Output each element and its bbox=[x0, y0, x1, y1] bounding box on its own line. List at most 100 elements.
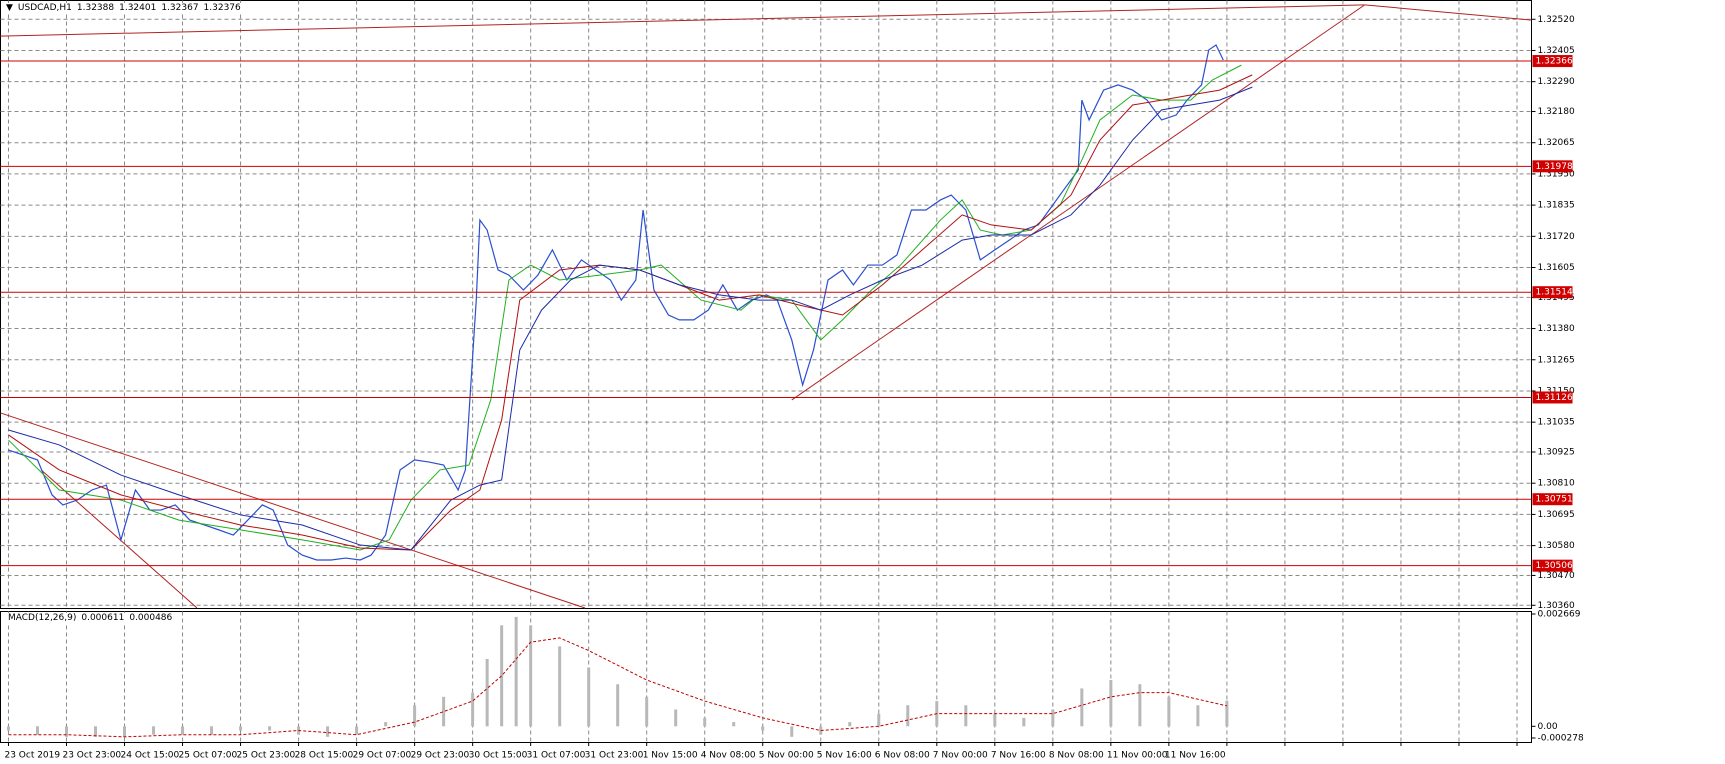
y-tick-label: 1.31265 bbox=[1538, 355, 1575, 365]
x-tick-label: 31 Oct 07:00 bbox=[527, 751, 586, 761]
macd-bar bbox=[1138, 684, 1142, 727]
level-label-box bbox=[1532, 493, 1573, 506]
macd-bar bbox=[123, 726, 127, 737]
x-tick-label: 11 Nov 00:00 bbox=[1107, 751, 1168, 761]
macd-bar bbox=[1080, 688, 1084, 727]
signal-line bbox=[8, 637, 1228, 738]
macd-bar bbox=[906, 705, 910, 727]
macd-bar bbox=[761, 726, 765, 731]
y-tick-label: 1.31835 bbox=[1538, 201, 1575, 211]
y-tick-label: 1.31950 bbox=[1538, 169, 1575, 179]
x-tick-label: 29 Oct 07:00 bbox=[353, 751, 412, 761]
macd-bar bbox=[94, 726, 98, 737]
level-label-box bbox=[1532, 55, 1573, 68]
x-tick-label: 5 Nov 00:00 bbox=[759, 751, 814, 761]
x-tick-label: 23 Oct 2019 bbox=[4, 751, 60, 761]
macd-bar bbox=[181, 726, 185, 735]
macd-bar bbox=[616, 684, 620, 727]
macd-bar bbox=[674, 709, 678, 727]
y-tick-label: 1.32180 bbox=[1538, 107, 1575, 117]
macd-bar bbox=[64, 726, 68, 737]
macd-bar bbox=[645, 696, 649, 727]
x-tick-label: 25 Oct 07:00 bbox=[179, 751, 238, 761]
macd-bar bbox=[964, 705, 968, 727]
indicator-value: 0.000611 bbox=[81, 613, 125, 623]
x-tick-label: 28 Oct 15:00 bbox=[295, 751, 354, 761]
macd-bar bbox=[1109, 680, 1113, 727]
trend-line bbox=[0, 4, 1365, 37]
macd-bar bbox=[500, 625, 504, 727]
y-tick-label: 0.002669 bbox=[1538, 610, 1581, 620]
x-tick-label: 7 Nov 16:00 bbox=[991, 751, 1046, 761]
macd-bar bbox=[1196, 705, 1200, 727]
trend-line bbox=[1364, 4, 1532, 21]
macd-bar bbox=[6, 726, 10, 731]
macd-bar bbox=[152, 726, 156, 735]
level-label: 1.31514 bbox=[1536, 288, 1573, 298]
macd-bar bbox=[239, 726, 243, 731]
level-label: 1.30751 bbox=[1536, 495, 1573, 505]
y-tick-label: 1.31605 bbox=[1538, 263, 1575, 273]
macd-bar bbox=[413, 705, 417, 727]
macd-bar bbox=[1167, 696, 1171, 727]
moving-average bbox=[8, 86, 1253, 551]
level-label-box bbox=[1532, 286, 1573, 299]
level-label-box bbox=[1532, 559, 1573, 572]
level-label-box bbox=[1532, 391, 1573, 404]
macd-bar bbox=[587, 667, 591, 727]
macd-bar bbox=[268, 726, 272, 731]
macd-bar bbox=[442, 696, 446, 727]
level-label: 1.31126 bbox=[1536, 393, 1573, 403]
symbol: USDCAD,H1 bbox=[17, 3, 72, 13]
y-tick-label: 1.30695 bbox=[1538, 510, 1575, 520]
main-header: ▼ USDCAD,H1 1.32388 1.32401 1.32367 1.32… bbox=[4, 3, 243, 13]
x-tick-label: 4 Nov 08:00 bbox=[701, 751, 756, 761]
level-label: 1.30506 bbox=[1536, 561, 1573, 571]
level-label: 1.32366 bbox=[1536, 57, 1573, 67]
y-tick-label: 1.31720 bbox=[1538, 232, 1575, 242]
ohlc: 1.32401 bbox=[119, 3, 157, 13]
y-tick-label: 1.32290 bbox=[1538, 77, 1575, 87]
trend-line bbox=[791, 4, 1365, 401]
x-tick-label: 6 Nov 08:00 bbox=[875, 751, 930, 761]
y-tick-label: 1.31035 bbox=[1538, 418, 1575, 428]
x-tick-label: 29 Oct 23:00 bbox=[411, 751, 470, 761]
indicator-value: 0.000486 bbox=[129, 613, 173, 623]
x-tick-label: 23 Oct 23:00 bbox=[62, 751, 121, 761]
x-tick-label: 31 Oct 23:00 bbox=[585, 751, 644, 761]
moving-average bbox=[8, 64, 1242, 551]
macd-bar bbox=[848, 722, 852, 727]
y-tick-label: -0.000278 bbox=[1538, 734, 1584, 744]
y-tick-label: 1.30470 bbox=[1538, 571, 1575, 581]
macd-bar bbox=[514, 616, 518, 727]
macd-bar bbox=[485, 658, 489, 727]
x-tick-label: 11 Nov 16:00 bbox=[1165, 751, 1226, 761]
macd-bar bbox=[355, 726, 359, 735]
ohlc: 1.32367 bbox=[161, 3, 199, 13]
macd-panel bbox=[0, 611, 1532, 743]
x-tick-label: 30 Oct 15:00 bbox=[469, 751, 528, 761]
macd-bar bbox=[703, 717, 707, 727]
x-tick-label: 7 Nov 00:00 bbox=[933, 751, 988, 761]
x-tick-label: 5 Nov 16:00 bbox=[817, 751, 872, 761]
x-tick-label: 8 Nov 08:00 bbox=[1049, 751, 1104, 761]
y-tick-label: 1.32065 bbox=[1538, 138, 1575, 148]
indicator-name: MACD(12,26,9) bbox=[8, 613, 77, 623]
x-tick-label: 24 Oct 15:00 bbox=[121, 751, 180, 761]
macd-bar bbox=[732, 722, 736, 727]
level-label-box bbox=[1532, 160, 1573, 173]
macd-bar bbox=[35, 726, 39, 735]
macd-bar bbox=[384, 722, 388, 727]
x-tick-label: 1 Nov 15:00 bbox=[643, 751, 698, 761]
y-tick-label: 1.30360 bbox=[1538, 601, 1575, 611]
macd-bar bbox=[326, 726, 330, 737]
y-tick-label: 1.30925 bbox=[1538, 448, 1575, 458]
macd-bar bbox=[529, 625, 533, 727]
y-tick-label: 1.31380 bbox=[1538, 324, 1575, 334]
price-line bbox=[8, 44, 1224, 561]
macd-bar bbox=[993, 713, 997, 727]
ohlc: 1.32388 bbox=[76, 3, 115, 13]
macd-header: MACD(12,26,9) 0.000611 0.000486 bbox=[6, 613, 175, 623]
y-tick-label: 1.32520 bbox=[1538, 15, 1575, 25]
